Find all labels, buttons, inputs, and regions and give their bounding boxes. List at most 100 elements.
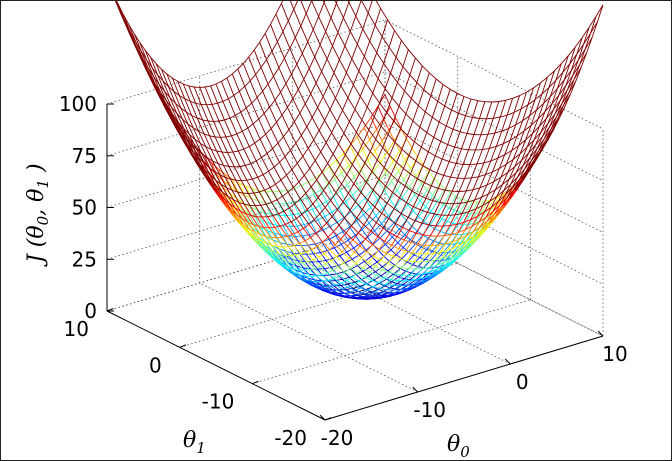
surface-mesh-segment	[442, 225, 450, 227]
surface-mesh-segment	[231, 133, 238, 137]
surface-mesh-segment	[405, 242, 412, 252]
surface-mesh-segment	[258, 200, 266, 204]
surface-mesh-segment	[183, 128, 192, 144]
surface-mesh-segment	[396, 189, 403, 198]
surface-mesh-segment	[540, 118, 547, 133]
surface-mesh-segment	[489, 145, 497, 149]
surface-mesh-segment	[315, 71, 323, 84]
surface-mesh-segment	[240, 210, 248, 223]
surface-mesh-segment	[368, 256, 375, 263]
surface-mesh-segment	[278, 253, 287, 263]
surface-mesh-segment	[324, 120, 332, 133]
surface-mesh-segment	[488, 189, 496, 195]
surface-mesh-segment	[523, 115, 531, 132]
surface-mesh-segment	[276, 195, 283, 201]
surface-mesh-segment	[282, 196, 290, 209]
surface-mesh-segment	[553, 99, 561, 110]
surface-mesh-segment	[374, 291, 382, 294]
surface-mesh-segment	[510, 176, 519, 185]
surface-mesh-segment	[290, 142, 297, 151]
z-axis-label: J (θ0, θ1 )	[24, 163, 52, 267]
surface-mesh-segment	[370, 116, 378, 130]
surface-mesh-segment	[304, 240, 313, 250]
surface-mesh-segment	[299, 200, 306, 213]
surface-mesh-segment	[574, 37, 583, 48]
surface-mesh-segment	[332, 153, 341, 166]
surface-mesh-segment	[339, 275, 347, 281]
surface-mesh-segment	[352, 239, 361, 247]
surface-mesh-segment	[463, 213, 472, 225]
surface-mesh-segment	[370, 222, 377, 232]
surface-mesh-segment	[237, 150, 246, 166]
surface-mesh-segment	[350, 295, 359, 299]
surface-mesh-segment	[324, 109, 331, 121]
surface-mesh-segment	[377, 227, 384, 237]
surface-mesh-segment	[303, 224, 310, 235]
surface-mesh-segment	[569, 54, 578, 65]
surface-mesh-segment	[216, 150, 223, 153]
surface-mesh-segment	[356, 132, 364, 143]
surface-mesh-segment	[367, 199, 376, 208]
surface-mesh-segment	[565, 75, 574, 86]
surface-mesh-segment	[336, 251, 343, 257]
surface-mesh-segment	[370, 230, 379, 237]
surface-mesh-segment	[297, 79, 305, 90]
surface-mesh-segment	[295, 135, 302, 144]
surface-mesh-segment	[287, 187, 294, 193]
surface-mesh-segment	[280, 83, 287, 93]
surface-mesh-segment	[386, 192, 394, 204]
surface-mesh-segment	[299, 240, 305, 245]
surface-mesh-segment	[386, 202, 395, 210]
surface-mesh-segment	[474, 187, 481, 201]
surface-mesh-segment	[185, 111, 194, 129]
surface-mesh-segment	[380, 112, 388, 127]
surface-mesh-segment	[351, 44, 358, 60]
surface-mesh-segment	[401, 40, 409, 50]
surface-mesh-segment	[326, 289, 334, 294]
surface-mesh-segment	[460, 190, 467, 204]
surface-mesh-segment	[577, 44, 585, 61]
surface-mesh-segment	[253, 49, 262, 68]
surface-mesh-segment	[301, 244, 309, 247]
surface-mesh-segment	[382, 218, 389, 229]
surface-mesh-segment	[336, 289, 345, 294]
surface-mesh-segment	[223, 119, 232, 136]
surface-mesh-segment	[539, 111, 546, 127]
surface-mesh-segment	[296, 155, 304, 164]
surface-mesh-segment	[393, 222, 400, 230]
surface-mesh-segment	[369, 129, 377, 140]
surface-mesh-segment	[404, 173, 411, 187]
surface-mesh-segment	[384, 190, 391, 200]
surface-mesh-segment	[348, 2, 357, 17]
surface-mesh-segment	[358, 162, 366, 175]
surface-mesh-segment	[389, 142, 396, 156]
surface-mesh-segment	[150, 57, 158, 75]
surface-mesh-segment	[162, 80, 169, 87]
surface-mesh-segment	[448, 195, 457, 209]
surface-mesh-segment	[415, 160, 424, 167]
surface-mesh-segment	[251, 215, 257, 218]
surface-mesh-segment	[547, 113, 556, 124]
surface-mesh-segment	[334, 173, 342, 185]
surface-mesh-segment	[347, 239, 354, 247]
surface-mesh-segment	[522, 157, 531, 166]
surface-mesh-segment	[258, 191, 267, 205]
surface-mesh-segment	[389, 199, 396, 208]
surface-mesh-segment	[432, 183, 440, 196]
surface-mesh-segment	[303, 269, 312, 277]
surface-mesh-segment	[489, 189, 496, 202]
surface-mesh-segment	[351, 272, 358, 278]
surface-mesh-segment	[478, 211, 485, 223]
surface-mesh-segment	[425, 197, 433, 202]
surface-mesh-segment	[259, 189, 265, 193]
surface-mesh-segment	[344, 267, 351, 273]
surface-mesh-segment	[242, 127, 249, 132]
surface-mesh-segment	[296, 265, 303, 273]
surface-mesh-segment	[461, 201, 469, 214]
surface-mesh-segment	[332, 32, 339, 47]
theta1-tick	[106, 308, 114, 312]
surface-mesh-segment	[398, 276, 405, 280]
surface-mesh-segment	[405, 98, 412, 115]
surface-mesh-segment	[259, 138, 268, 154]
surface-mesh-segment	[558, 79, 565, 96]
